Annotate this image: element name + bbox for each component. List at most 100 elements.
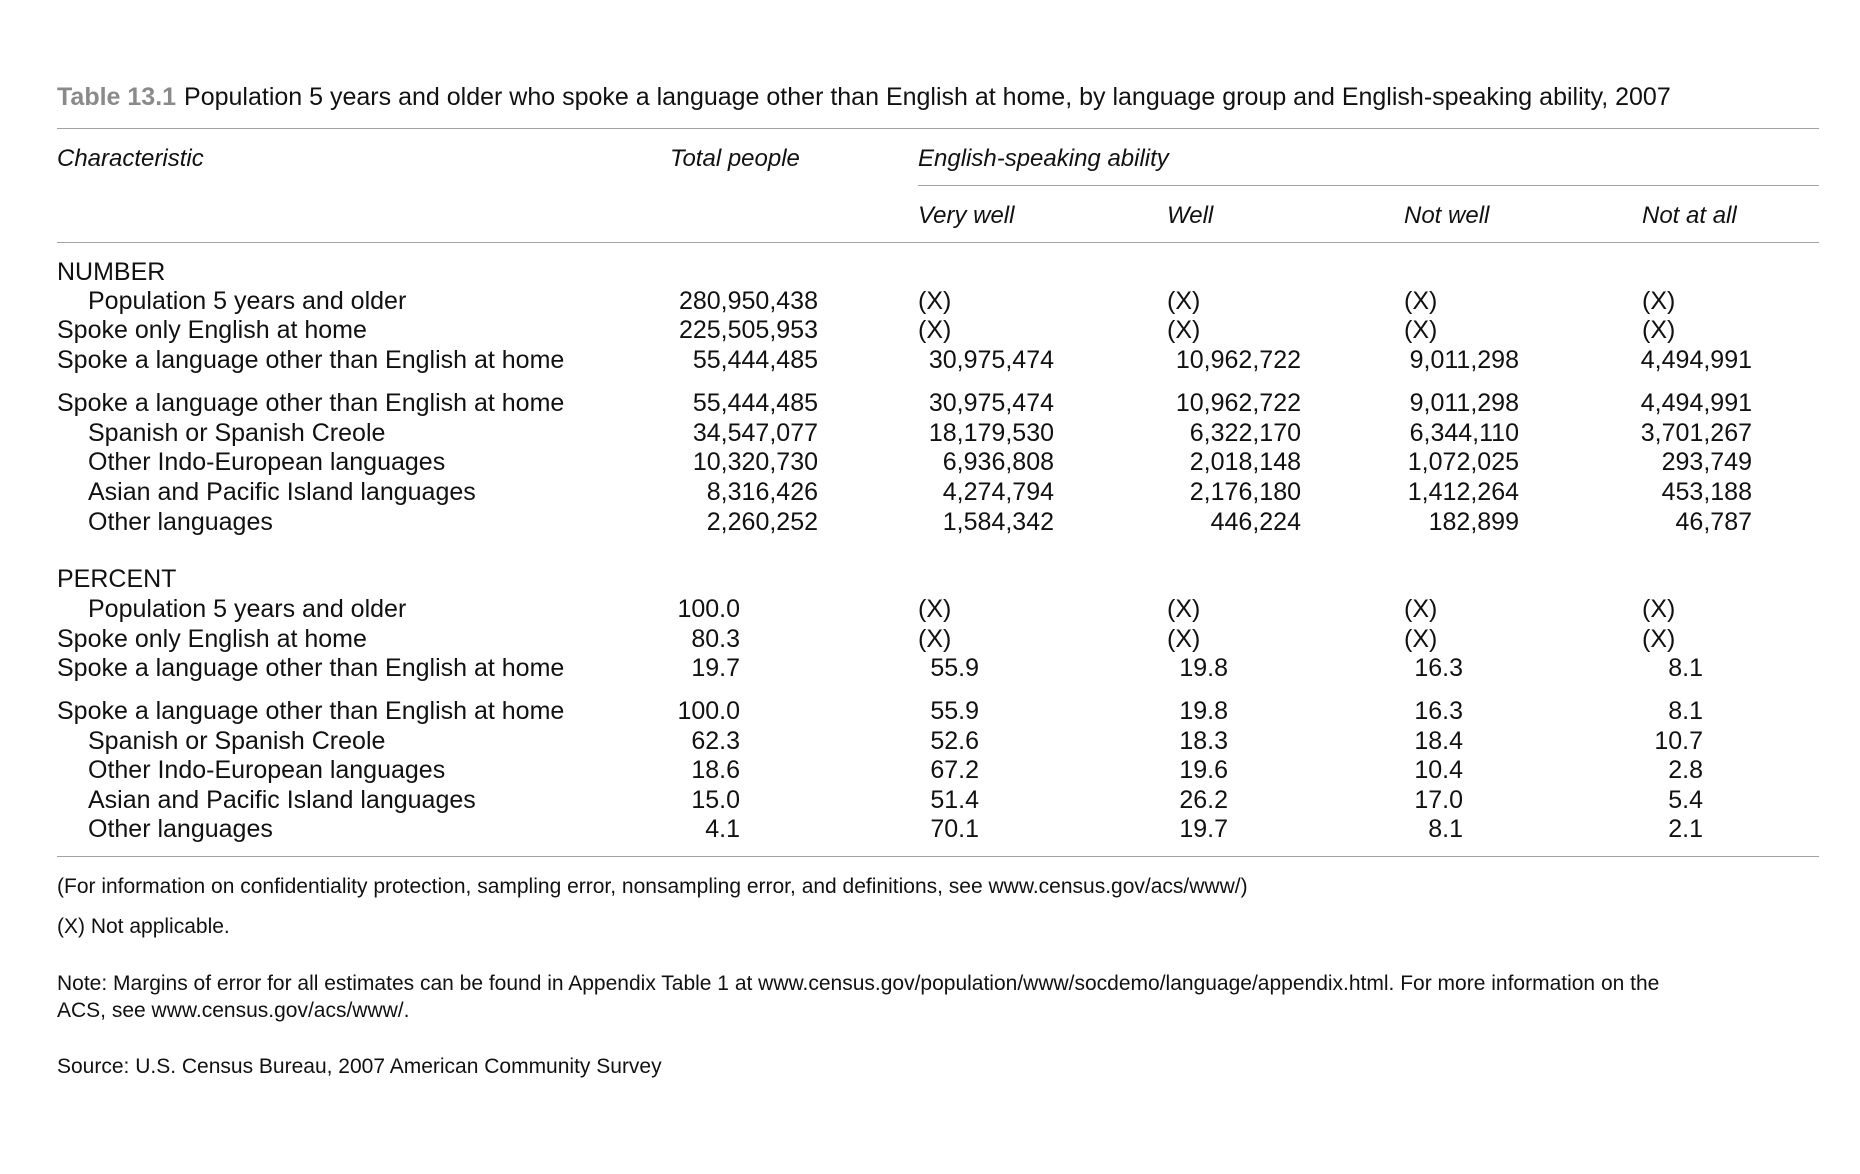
cell-total: 225,505,953 xyxy=(678,316,818,344)
cell-not-well: 6,344,110 xyxy=(1409,419,1519,447)
cell-total: 100.0 xyxy=(677,595,740,623)
table-row: Spoke a language other than English at h… xyxy=(0,697,1860,727)
table-row: Other languages 4.1 70.1 19.7 8.1 2.1 xyxy=(0,815,1860,845)
cell-not-at-all: 46,787 xyxy=(1675,508,1752,536)
cell-very-well: 51.4 xyxy=(930,786,979,814)
row-label: Population 5 years and older xyxy=(88,595,407,623)
table-row: Population 5 years and older 280,950,438 (… xyxy=(0,287,1860,317)
cell-not-well: (X) xyxy=(1404,625,1438,653)
cell-well: 2,176,180 xyxy=(1189,478,1301,506)
table-number: Table 13.1 xyxy=(57,83,177,111)
cell-well: 19.8 xyxy=(1179,654,1228,682)
cell-well: 26.2 xyxy=(1179,786,1228,814)
header-well: Well xyxy=(1167,202,1214,229)
cell-not-well: 182,899 xyxy=(1428,508,1519,536)
table-row: Other languages 2,260,252 1,584,342 446,224… xyxy=(0,508,1860,538)
cell-total: 19.7 xyxy=(691,654,740,682)
cell-very-well: 4,274,794 xyxy=(942,478,1054,506)
cell-total: 62.3 xyxy=(691,727,740,755)
table-row: Other Indo-European languages 18.6 67.2 19.… xyxy=(0,756,1860,786)
cell-well: (X) xyxy=(1167,287,1201,315)
cell-not-at-all: (X) xyxy=(1642,316,1676,344)
table-row: Spanish or Spanish Creole 62.3 52.6 18.3 18.… xyxy=(0,727,1860,757)
cell-total: 100.0 xyxy=(677,697,740,725)
row-label: Asian and Pacific Island languages xyxy=(88,786,476,814)
table-row: Spoke a language other than English at h… xyxy=(0,654,1860,684)
cell-very-well: 30,975,474 xyxy=(928,389,1054,417)
cell-very-well: (X) xyxy=(918,316,952,344)
cell-very-well: 18,179,530 xyxy=(928,419,1054,447)
cell-well: 19.7 xyxy=(1179,815,1228,843)
cell-total: 80.3 xyxy=(691,625,740,653)
row-label: Spoke a language other than English at h… xyxy=(57,654,565,682)
note-source: Source: U.S. Census Bureau, 2007 America… xyxy=(57,1055,662,1078)
cell-not-well: (X) xyxy=(1404,287,1438,315)
cell-not-at-all: (X) xyxy=(1642,595,1676,623)
row-label: Spanish or Spanish Creole xyxy=(88,727,386,755)
cell-not-at-all: 4,494,991 xyxy=(1640,389,1752,417)
row-label: Other Indo-European languages xyxy=(88,448,446,476)
cell-not-well: 18.4 xyxy=(1414,727,1463,755)
cell-total: 18.6 xyxy=(691,756,740,784)
cell-very-well: 70.1 xyxy=(930,815,979,843)
row-label: Spoke only English at home xyxy=(57,316,367,344)
cell-very-well: 67.2 xyxy=(930,756,979,784)
table-row: Other Indo-European languages 10,320,730 6… xyxy=(0,448,1860,478)
cell-well: 19.6 xyxy=(1179,756,1228,784)
table-row: Spoke only English at home 80.3 (X) (X) (X) (… xyxy=(0,625,1860,655)
cell-very-well: 6,936,808 xyxy=(942,448,1054,476)
cell-very-well: (X) xyxy=(918,595,952,623)
cell-well: (X) xyxy=(1167,316,1201,344)
row-label: Population 5 years and older xyxy=(88,287,407,315)
cell-not-at-all: 8.1 xyxy=(1668,654,1703,682)
cell-well: 6,322,170 xyxy=(1189,419,1301,447)
cell-well: 2,018,148 xyxy=(1189,448,1301,476)
section-number-heading: NUMBER xyxy=(57,258,166,286)
row-label: Other languages xyxy=(88,815,273,843)
cell-not-at-all: 453,188 xyxy=(1661,478,1752,506)
cell-not-at-all: 5.4 xyxy=(1668,786,1703,814)
table-row: Spoke only English at home 225,505,953 (X)… xyxy=(0,316,1860,346)
header-not-well: Not well xyxy=(1404,202,1490,229)
cell-total: 280,950,438 xyxy=(678,287,818,315)
cell-very-well: 1,584,342 xyxy=(942,508,1054,536)
cell-well: 10,962,722 xyxy=(1175,346,1301,374)
row-label: Asian and Pacific Island languages xyxy=(88,478,476,506)
row-label: Spoke a language other than English at h… xyxy=(57,389,565,417)
cell-not-at-all: (X) xyxy=(1642,287,1676,315)
cell-not-well: 10.4 xyxy=(1414,756,1463,784)
cell-very-well: 52.6 xyxy=(930,727,979,755)
table-row: Asian and Pacific Island languages 15.0 51… xyxy=(0,786,1860,816)
cell-well: 19.8 xyxy=(1179,697,1228,725)
header-not-at-all: Not at all xyxy=(1642,202,1737,229)
table-row: Spoke a language other than English at h… xyxy=(0,389,1860,419)
group-rule xyxy=(918,185,1819,186)
header-total-people: Total people xyxy=(670,145,800,172)
table-caption: Table 13.1 Population 5 years and older w… xyxy=(57,83,1671,112)
top-rule xyxy=(57,128,1819,129)
row-label: Spanish or Spanish Creole xyxy=(88,419,386,447)
cell-not-at-all: 4,494,991 xyxy=(1640,346,1752,374)
cell-total: 55,444,485 xyxy=(692,346,818,374)
cell-not-at-all: 2.1 xyxy=(1668,815,1703,843)
cell-not-well: 16.3 xyxy=(1414,697,1463,725)
cell-total: 55,444,485 xyxy=(692,389,818,417)
cell-very-well: (X) xyxy=(918,625,952,653)
cell-very-well: 30,975,474 xyxy=(928,346,1054,374)
note-info: (For information on confidentiality prot… xyxy=(57,875,1248,898)
cell-not-at-all: 8.1 xyxy=(1668,697,1703,725)
cell-not-well: 8.1 xyxy=(1428,815,1463,843)
cell-total: 4.1 xyxy=(705,815,740,843)
cell-not-at-all: 293,749 xyxy=(1661,448,1752,476)
cell-well: (X) xyxy=(1167,625,1201,653)
cell-well: 18.3 xyxy=(1179,727,1228,755)
bottom-rule xyxy=(57,856,1819,857)
cell-not-well: 17.0 xyxy=(1414,786,1463,814)
cell-very-well: (X) xyxy=(918,287,952,315)
row-label: Other languages xyxy=(88,508,273,536)
table-row: Spanish or Spanish Creole 34,547,077 18,17… xyxy=(0,419,1860,449)
row-label: Spoke only English at home xyxy=(57,625,367,653)
header-characteristic: Characteristic xyxy=(57,145,204,172)
header-english-speaking-ability: English-speaking ability xyxy=(918,145,1169,172)
